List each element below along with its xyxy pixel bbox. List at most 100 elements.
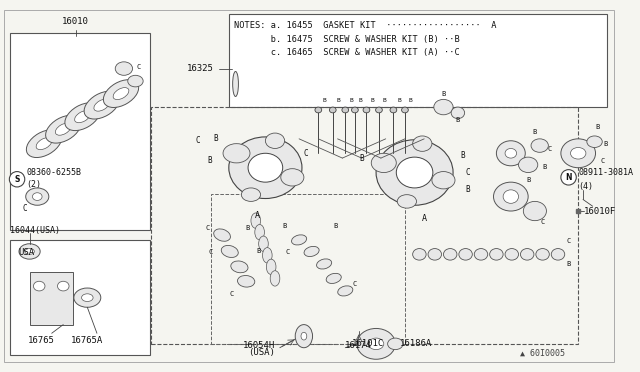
Ellipse shape: [536, 248, 549, 260]
Ellipse shape: [505, 148, 516, 158]
Ellipse shape: [413, 136, 432, 151]
Text: B: B: [456, 118, 460, 124]
Ellipse shape: [33, 281, 45, 291]
Text: B: B: [397, 98, 401, 103]
Text: B: B: [532, 129, 537, 135]
Bar: [10, 240, 150, 355]
Text: B: B: [359, 154, 364, 163]
Text: C: C: [600, 158, 604, 164]
Text: 16186A: 16186A: [400, 339, 433, 348]
Ellipse shape: [490, 248, 503, 260]
Ellipse shape: [371, 153, 396, 173]
Text: B: B: [542, 164, 547, 170]
Text: 16054H: 16054H: [243, 341, 275, 350]
Text: (2): (2): [27, 180, 42, 189]
Ellipse shape: [503, 190, 518, 203]
Text: B: B: [245, 225, 249, 231]
Circle shape: [10, 171, 25, 187]
Text: C: C: [285, 249, 290, 255]
Text: 16044(USA): 16044(USA): [10, 226, 60, 235]
Text: 16765A: 16765A: [71, 336, 103, 345]
Ellipse shape: [81, 294, 93, 301]
Ellipse shape: [451, 107, 465, 119]
Ellipse shape: [36, 138, 52, 150]
Text: 08911-3081A: 08911-3081A: [578, 168, 633, 177]
Text: 08360-6255B: 08360-6255B: [27, 168, 82, 177]
Ellipse shape: [295, 325, 312, 348]
Ellipse shape: [363, 107, 370, 113]
Ellipse shape: [281, 169, 304, 186]
Text: 16010: 16010: [62, 17, 89, 26]
Ellipse shape: [401, 107, 408, 113]
Ellipse shape: [237, 276, 255, 287]
Text: C: C: [230, 291, 234, 297]
Ellipse shape: [304, 246, 319, 257]
Text: B: B: [207, 155, 212, 164]
Text: B: B: [257, 248, 260, 254]
Text: B: B: [349, 98, 353, 103]
Ellipse shape: [570, 148, 586, 159]
Text: b. 16475  SCREW & WASHER KIT (B) ··B: b. 16475 SCREW & WASHER KIT (B) ··B: [234, 35, 460, 44]
Text: 16765: 16765: [28, 336, 54, 345]
Text: S: S: [14, 175, 20, 184]
Ellipse shape: [434, 99, 453, 115]
Text: B: B: [282, 223, 287, 230]
Ellipse shape: [561, 139, 596, 168]
Ellipse shape: [221, 246, 238, 257]
Ellipse shape: [229, 137, 302, 199]
Text: B: B: [465, 185, 470, 194]
Ellipse shape: [531, 139, 548, 152]
Ellipse shape: [459, 248, 472, 260]
Ellipse shape: [497, 141, 525, 166]
Text: C: C: [465, 168, 470, 177]
Text: USA: USA: [18, 248, 34, 257]
Ellipse shape: [45, 115, 81, 143]
Text: B: B: [595, 124, 600, 130]
Text: 16010F: 16010F: [584, 206, 616, 215]
Text: B: B: [337, 98, 340, 103]
Text: 16101C: 16101C: [352, 339, 384, 348]
Ellipse shape: [214, 229, 230, 241]
Ellipse shape: [84, 91, 120, 119]
Ellipse shape: [357, 328, 396, 359]
Ellipse shape: [397, 195, 417, 208]
Ellipse shape: [115, 62, 132, 75]
Text: N: N: [565, 173, 572, 182]
Ellipse shape: [396, 157, 433, 188]
Ellipse shape: [518, 157, 538, 173]
Ellipse shape: [56, 123, 71, 135]
Ellipse shape: [266, 259, 276, 275]
FancyBboxPatch shape: [29, 272, 73, 325]
Ellipse shape: [104, 80, 139, 108]
Text: C: C: [205, 225, 210, 231]
Ellipse shape: [338, 286, 353, 296]
Ellipse shape: [474, 248, 488, 260]
Text: B: B: [333, 223, 338, 230]
Text: C: C: [196, 136, 200, 145]
Text: B: B: [460, 151, 465, 160]
Ellipse shape: [33, 193, 42, 201]
Ellipse shape: [248, 153, 283, 182]
Ellipse shape: [388, 338, 403, 350]
Text: 16174: 16174: [345, 341, 372, 350]
Circle shape: [561, 170, 576, 185]
Text: C: C: [353, 281, 357, 287]
Text: B: B: [383, 98, 387, 103]
Ellipse shape: [315, 107, 322, 113]
Ellipse shape: [251, 213, 260, 228]
Ellipse shape: [520, 248, 534, 260]
Ellipse shape: [259, 236, 268, 251]
Ellipse shape: [25, 248, 35, 254]
Text: C: C: [566, 238, 571, 244]
Ellipse shape: [128, 75, 143, 87]
Text: B: B: [371, 98, 374, 103]
Ellipse shape: [270, 271, 280, 286]
Ellipse shape: [26, 130, 61, 157]
Text: B: B: [603, 141, 607, 147]
Ellipse shape: [444, 248, 457, 260]
Ellipse shape: [113, 87, 129, 100]
Text: B: B: [526, 177, 531, 183]
Text: NOTES: a. 16455  GASKET KIT  ··················  A: NOTES: a. 16455 GASKET KIT ·············…: [234, 22, 496, 31]
Ellipse shape: [223, 144, 250, 163]
Ellipse shape: [231, 261, 248, 273]
